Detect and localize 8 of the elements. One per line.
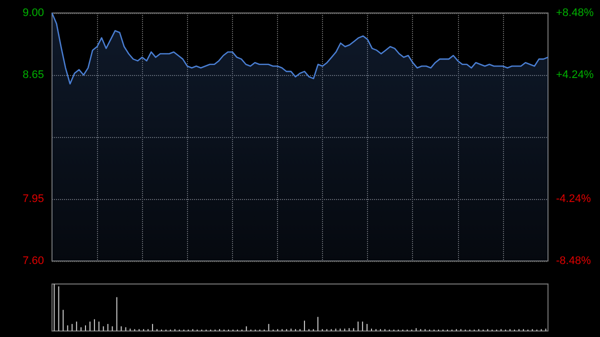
y2-tick-label: -8.48% [556,255,592,267]
y2-tick-label: +4.24% [556,69,594,81]
y2-tick-label: -4.24% [556,193,592,205]
y2-tick-label: +8.48% [556,7,594,19]
y-tick-label: 7.60 [22,255,44,267]
y-tick-label: 8.65 [22,69,44,81]
y-tick-label: 7.95 [22,193,44,205]
y-tick-label: 9.00 [22,7,44,19]
